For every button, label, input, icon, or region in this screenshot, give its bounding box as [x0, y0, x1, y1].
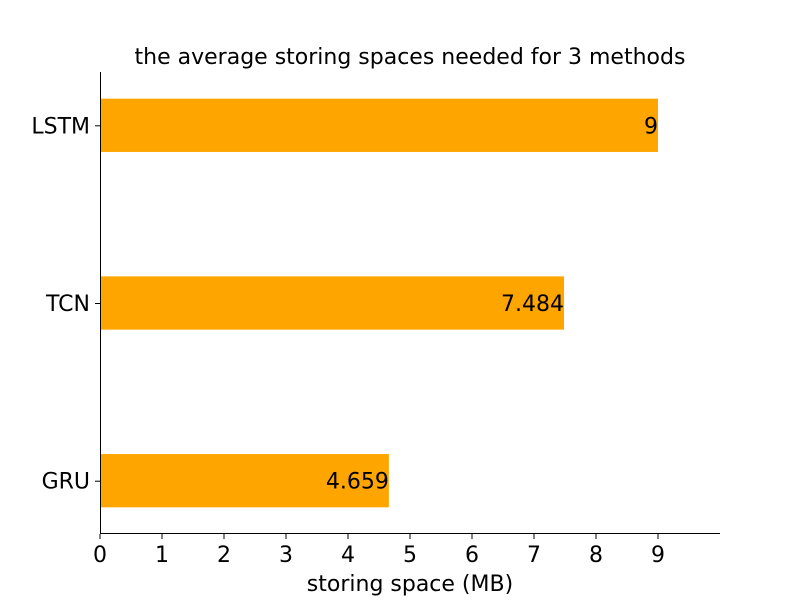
y-tick-label-gru: GRU — [42, 470, 90, 495]
bar-tcn — [100, 276, 565, 330]
data-label-tcn: 7.484 — [501, 292, 564, 317]
bar-gru — [100, 454, 389, 508]
x-tick-label: 0 — [93, 543, 107, 568]
x-ticks-group: 0 1 2 3 4 5 6 7 8 9 — [93, 534, 665, 568]
x-tick-label: 6 — [465, 543, 479, 568]
chart-title: the average storing spaces needed for 3 … — [135, 45, 686, 70]
data-label-gru: 4.659 — [326, 470, 389, 495]
x-tick-label: 4 — [341, 543, 355, 568]
data-labels-group: 4.659 7.484 9 — [326, 114, 658, 494]
x-tick-label: 2 — [217, 543, 231, 568]
x-tick-label: 9 — [651, 543, 665, 568]
x-tick-label: 3 — [279, 543, 293, 568]
y-ticks-group: GRU TCN LSTM — [31, 114, 100, 495]
x-tick-label: 5 — [403, 543, 417, 568]
x-tick-label: 7 — [527, 543, 541, 568]
y-tick-label-tcn: TCN — [45, 292, 90, 317]
bars-group — [100, 98, 658, 508]
bar-lstm — [100, 98, 658, 152]
x-tick-label: 1 — [155, 543, 169, 568]
x-tick-label: 8 — [589, 543, 603, 568]
y-tick-label-lstm: LSTM — [31, 114, 90, 139]
data-label-lstm: 9 — [644, 114, 658, 139]
x-axis-label: storing space (MB) — [307, 572, 513, 597]
